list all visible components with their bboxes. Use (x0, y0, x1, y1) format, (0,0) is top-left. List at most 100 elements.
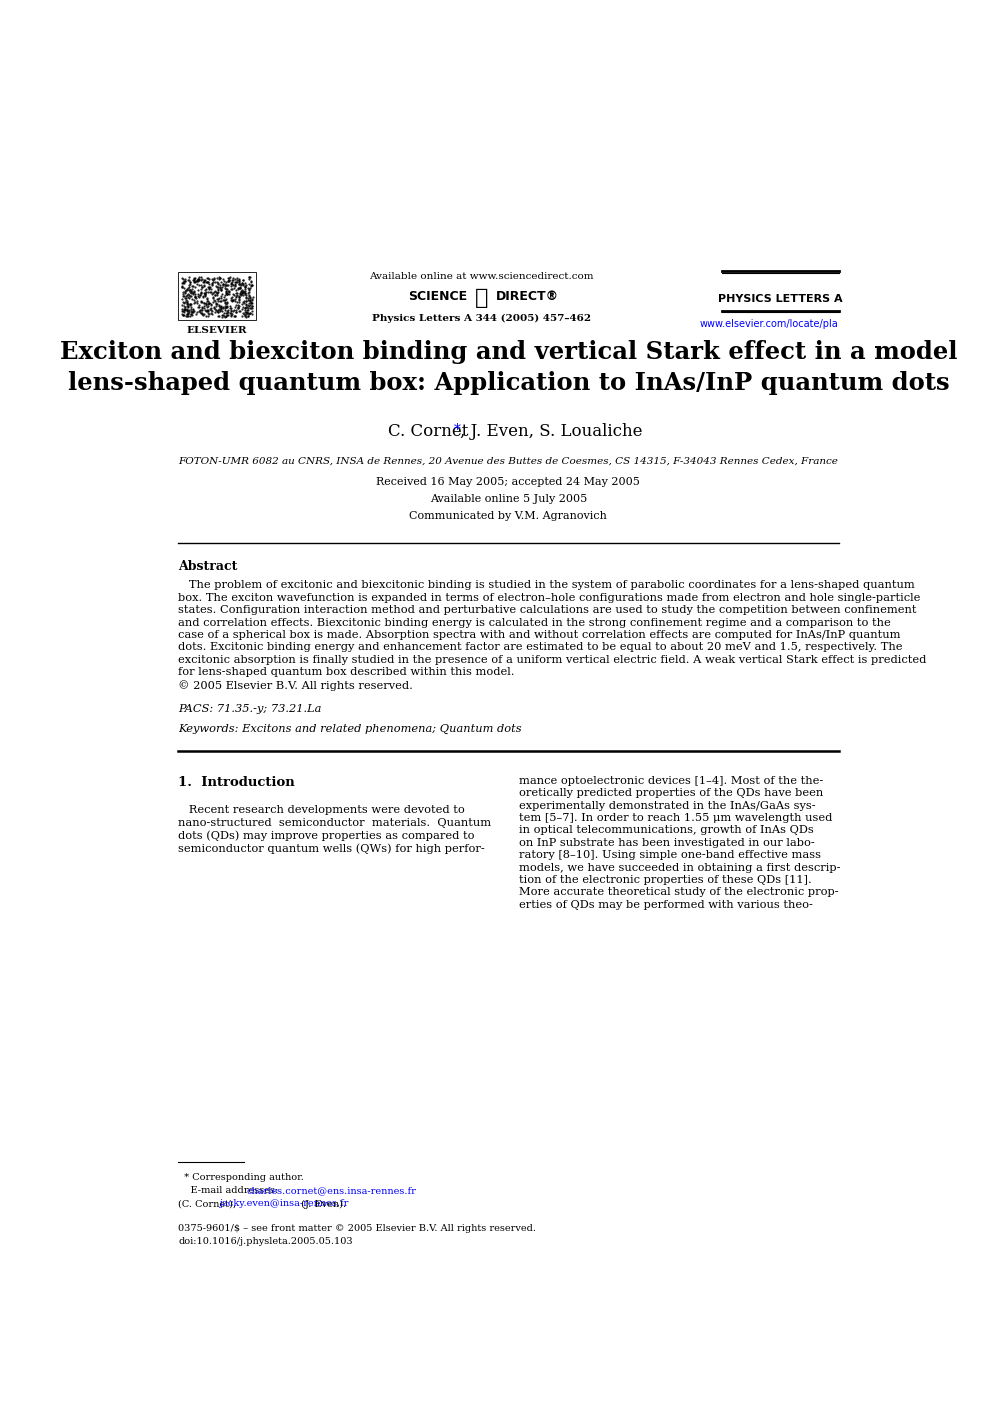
Point (182, 271, 197, 293)
Point (240, 297, 256, 320)
Point (242, 286, 258, 309)
Point (198, 299, 214, 321)
Point (241, 267, 257, 289)
Point (220, 299, 236, 321)
Point (220, 303, 236, 325)
Point (196, 303, 212, 325)
Point (193, 302, 209, 324)
Point (235, 274, 251, 296)
Point (231, 272, 247, 295)
Point (206, 296, 222, 318)
Point (219, 282, 235, 304)
Point (231, 268, 247, 290)
Point (181, 276, 196, 299)
Point (210, 272, 226, 295)
Point (181, 303, 196, 325)
Point (185, 275, 200, 297)
Point (199, 271, 215, 293)
Point (210, 295, 226, 317)
Point (219, 295, 235, 317)
Point (195, 285, 211, 307)
Point (187, 292, 203, 314)
Point (218, 296, 234, 318)
Point (218, 296, 234, 318)
Point (229, 282, 245, 304)
Text: doi:10.1016/j.physleta.2005.05.103: doi:10.1016/j.physleta.2005.05.103 (179, 1237, 353, 1246)
Point (181, 268, 196, 290)
Point (216, 278, 232, 300)
Point (235, 269, 251, 292)
Point (181, 300, 196, 323)
Point (205, 286, 221, 309)
Point (201, 292, 217, 314)
Point (239, 296, 255, 318)
Point (243, 290, 259, 313)
Text: www.elsevier.com/locate/pla: www.elsevier.com/locate/pla (699, 318, 838, 328)
Point (186, 268, 201, 290)
Point (222, 295, 238, 317)
Point (176, 297, 191, 320)
Point (180, 302, 195, 324)
Point (227, 274, 243, 296)
Point (184, 297, 199, 320)
Point (243, 271, 259, 293)
Point (189, 292, 205, 314)
Point (235, 302, 251, 324)
Point (205, 271, 221, 293)
Point (218, 302, 234, 324)
Point (237, 296, 253, 318)
Point (213, 289, 229, 311)
Point (180, 293, 195, 316)
Point (232, 272, 248, 295)
Point (185, 278, 200, 300)
Point (237, 279, 253, 302)
Point (185, 300, 200, 323)
Point (186, 269, 201, 292)
Point (233, 274, 249, 296)
Point (177, 299, 192, 321)
Point (180, 285, 195, 307)
Point (181, 279, 196, 302)
Point (237, 296, 253, 318)
Point (178, 286, 193, 309)
Point (228, 278, 244, 300)
Point (203, 268, 219, 290)
Point (216, 292, 232, 314)
Point (184, 285, 199, 307)
Point (223, 272, 239, 295)
Point (241, 292, 257, 314)
Point (204, 272, 220, 295)
Point (179, 286, 194, 309)
Point (182, 272, 197, 295)
Point (223, 274, 239, 296)
Point (200, 276, 216, 299)
Point (243, 296, 259, 318)
Point (209, 282, 225, 304)
Point (226, 275, 242, 297)
Point (194, 303, 210, 325)
Point (232, 282, 248, 304)
Point (196, 283, 212, 306)
Point (209, 288, 225, 310)
Point (235, 281, 251, 303)
Point (204, 285, 220, 307)
Point (179, 295, 194, 317)
Point (204, 290, 220, 313)
Point (209, 283, 225, 306)
Point (235, 274, 251, 296)
Point (233, 283, 249, 306)
Point (208, 299, 224, 321)
Point (223, 299, 239, 321)
Point (201, 272, 217, 295)
Point (210, 268, 226, 290)
Point (200, 271, 216, 293)
Point (198, 271, 214, 293)
Point (183, 304, 198, 327)
Point (242, 295, 258, 317)
Text: ⓐ: ⓐ (475, 288, 488, 307)
Point (174, 297, 189, 320)
Text: charles.cornet@ens.insa-rennes.fr: charles.cornet@ens.insa-rennes.fr (246, 1187, 417, 1195)
Point (238, 283, 254, 306)
Point (206, 267, 222, 289)
Point (206, 281, 222, 303)
